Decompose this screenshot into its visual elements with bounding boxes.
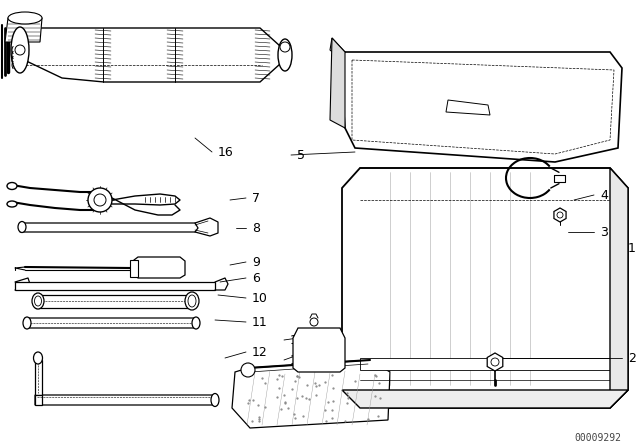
Ellipse shape (7, 182, 17, 190)
Text: 7: 7 (252, 191, 260, 204)
Text: 1: 1 (628, 241, 636, 254)
Polygon shape (342, 168, 628, 408)
Polygon shape (25, 318, 198, 328)
Text: i: i (35, 298, 37, 307)
Text: 14: 14 (290, 333, 306, 346)
Polygon shape (340, 52, 622, 162)
Polygon shape (20, 223, 198, 232)
Polygon shape (35, 395, 218, 405)
Polygon shape (360, 358, 610, 370)
Circle shape (280, 42, 290, 52)
Polygon shape (35, 360, 42, 395)
Text: 8: 8 (252, 221, 260, 234)
Polygon shape (35, 395, 42, 405)
Ellipse shape (192, 317, 200, 329)
Text: 00009292: 00009292 (575, 433, 621, 443)
Circle shape (557, 212, 563, 218)
Ellipse shape (11, 27, 29, 73)
Text: 9: 9 (252, 255, 260, 268)
Ellipse shape (188, 295, 196, 307)
Polygon shape (330, 38, 345, 58)
Text: 16: 16 (218, 146, 234, 159)
Text: 11: 11 (252, 315, 268, 328)
Ellipse shape (32, 293, 44, 309)
Text: 15: 15 (310, 353, 326, 366)
Polygon shape (134, 257, 185, 278)
Polygon shape (15, 282, 215, 290)
Polygon shape (293, 328, 345, 372)
Polygon shape (330, 38, 345, 128)
Text: 13: 13 (290, 353, 306, 366)
Polygon shape (35, 295, 190, 308)
Polygon shape (610, 168, 628, 408)
Text: 10: 10 (252, 292, 268, 305)
Ellipse shape (23, 317, 31, 329)
Polygon shape (15, 28, 290, 82)
Text: 12: 12 (252, 345, 268, 358)
Circle shape (310, 318, 318, 326)
Ellipse shape (185, 292, 199, 310)
Ellipse shape (18, 221, 26, 233)
Ellipse shape (8, 12, 42, 24)
Polygon shape (5, 18, 42, 42)
Text: 4: 4 (600, 189, 608, 202)
Polygon shape (232, 360, 390, 428)
Circle shape (491, 358, 499, 366)
Text: 6: 6 (252, 271, 260, 284)
Circle shape (241, 363, 255, 377)
Ellipse shape (7, 201, 17, 207)
Ellipse shape (211, 393, 219, 406)
Polygon shape (446, 100, 490, 115)
Circle shape (94, 194, 106, 206)
Ellipse shape (35, 296, 42, 306)
Polygon shape (130, 260, 138, 277)
Text: 2: 2 (628, 352, 636, 365)
Circle shape (15, 45, 25, 55)
Polygon shape (342, 390, 628, 408)
Text: 5: 5 (297, 148, 305, 161)
Circle shape (88, 188, 112, 212)
Ellipse shape (33, 352, 42, 364)
Ellipse shape (278, 39, 292, 71)
Text: 3: 3 (600, 225, 608, 238)
